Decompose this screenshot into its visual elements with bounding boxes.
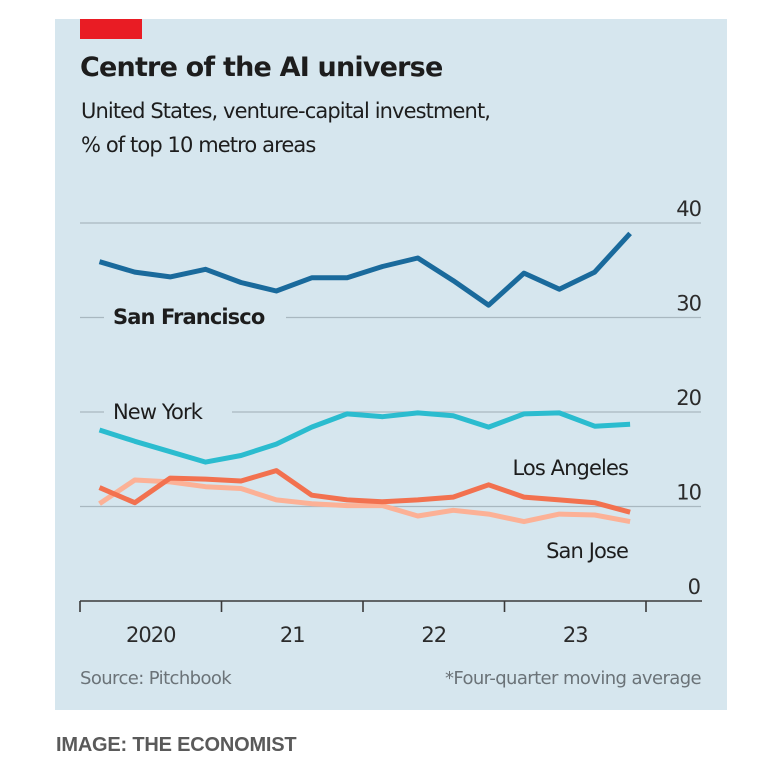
series-label-san-jose: San Jose — [546, 539, 628, 563]
series-labels: San Francisco New York Los Angeles San Jose — [113, 305, 629, 563]
series-line-san-jose — [98, 477, 631, 525]
source-note: Source: Pitchbook — [80, 668, 232, 689]
series-label-los-angeles: Los Angeles — [512, 456, 628, 480]
x-axis: 2020 21 22 23 — [79, 600, 702, 647]
series-label-san-francisco: San Francisco — [113, 305, 265, 329]
chart-subtitle-line1: United States, venture-capital investmen… — [81, 99, 491, 123]
chart-title: Centre of the AI universe — [80, 52, 443, 83]
y-tick-label: 10 — [676, 481, 701, 505]
series-label-new-york: New York — [113, 400, 204, 424]
y-tick-label: 20 — [676, 386, 701, 410]
x-tick-label: 21 — [280, 623, 305, 647]
footnote: *Four-quarter moving average — [445, 668, 702, 689]
chart-subtitle-line2: % of top 10 metro areas — [81, 133, 316, 157]
series-lines — [98, 231, 632, 525]
image-credit: IMAGE: THE ECONOMIST — [56, 734, 297, 756]
chart-panel: Centre of the AI universe United States,… — [55, 19, 727, 710]
series-line-new-york — [98, 410, 631, 465]
x-tick-label: 22 — [421, 623, 446, 647]
brand-red-tag — [80, 19, 142, 39]
y-tick-label: 30 — [676, 292, 701, 316]
series-line-san-francisco — [98, 231, 632, 308]
x-tick-label: 23 — [563, 623, 588, 647]
y-axis-labels: 10 20 30 40 0 — [676, 197, 702, 599]
y-tick-label: 40 — [676, 197, 701, 221]
x-tick-label: 2020 — [126, 623, 175, 647]
y-tick-label: 0 — [688, 575, 701, 599]
series-line-los-angeles — [98, 468, 631, 515]
